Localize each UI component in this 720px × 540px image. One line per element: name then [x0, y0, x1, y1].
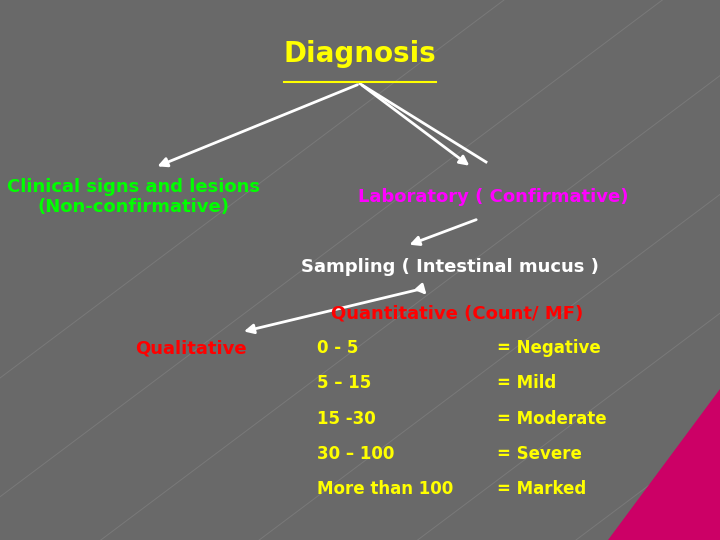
- Text: = Negative: = Negative: [497, 339, 600, 357]
- Text: 30 – 100: 30 – 100: [317, 444, 394, 463]
- Text: Qualitative: Qualitative: [135, 339, 247, 357]
- Text: 0 - 5: 0 - 5: [317, 339, 358, 357]
- Text: More than 100: More than 100: [317, 480, 453, 498]
- Polygon shape: [608, 389, 720, 540]
- Text: Clinical signs and lesions
(Non-confirmative): Clinical signs and lesions (Non-confirma…: [6, 178, 260, 217]
- Text: Sampling ( Intestinal mucus ): Sampling ( Intestinal mucus ): [301, 258, 599, 276]
- Text: = Marked: = Marked: [497, 480, 586, 498]
- Text: = Severe: = Severe: [497, 444, 582, 463]
- Text: = Mild: = Mild: [497, 374, 556, 393]
- Text: 15 -30: 15 -30: [317, 409, 376, 428]
- Text: 5 – 15: 5 – 15: [317, 374, 371, 393]
- Text: Quantitative (Count/ MF): Quantitative (Count/ MF): [331, 304, 583, 322]
- Text: = Moderate: = Moderate: [497, 409, 606, 428]
- Text: Laboratory ( Confirmative): Laboratory ( Confirmative): [358, 188, 629, 206]
- Text: Diagnosis: Diagnosis: [284, 40, 436, 68]
